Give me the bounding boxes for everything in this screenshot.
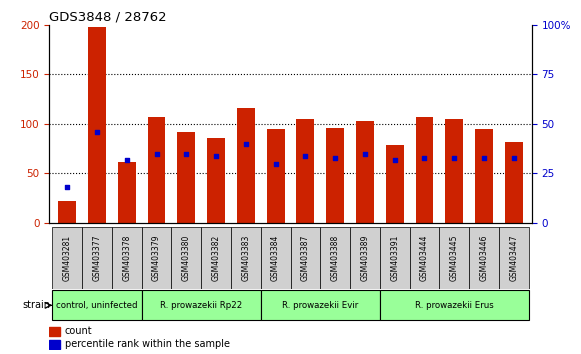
FancyBboxPatch shape: [201, 227, 231, 289]
Bar: [207, 138, 225, 223]
Text: GSM403444: GSM403444: [420, 234, 429, 281]
Bar: [267, 129, 285, 223]
Bar: [445, 119, 463, 223]
FancyBboxPatch shape: [320, 227, 350, 289]
Bar: [58, 201, 76, 223]
Point: [301, 153, 310, 159]
Bar: [49, 340, 60, 349]
Text: GSM403445: GSM403445: [450, 234, 459, 281]
Text: R. prowazekii Erus: R. prowazekii Erus: [415, 301, 494, 310]
FancyBboxPatch shape: [290, 227, 320, 289]
Bar: [88, 27, 106, 223]
Point: [182, 151, 191, 156]
FancyBboxPatch shape: [112, 227, 142, 289]
Bar: [415, 117, 433, 223]
Text: GSM403389: GSM403389: [360, 234, 370, 281]
FancyBboxPatch shape: [261, 290, 380, 320]
Bar: [237, 108, 255, 223]
Text: GSM403380: GSM403380: [182, 234, 191, 281]
FancyBboxPatch shape: [350, 227, 380, 289]
Point: [450, 155, 459, 160]
Point: [331, 155, 340, 160]
Text: GSM403387: GSM403387: [301, 234, 310, 281]
Point: [122, 157, 131, 162]
Point: [479, 155, 489, 160]
FancyBboxPatch shape: [469, 227, 499, 289]
Text: GDS3848 / 28762: GDS3848 / 28762: [49, 11, 167, 24]
Point: [271, 161, 280, 166]
Text: count: count: [65, 326, 92, 336]
Bar: [326, 128, 344, 223]
Point: [360, 151, 370, 156]
Point: [211, 153, 221, 159]
FancyBboxPatch shape: [410, 227, 439, 289]
Text: GSM403446: GSM403446: [479, 234, 489, 281]
Bar: [296, 119, 314, 223]
Point: [241, 141, 250, 147]
Bar: [505, 142, 523, 223]
Text: GSM403383: GSM403383: [241, 234, 250, 281]
Bar: [49, 326, 60, 336]
FancyBboxPatch shape: [142, 227, 171, 289]
Bar: [148, 117, 166, 223]
FancyBboxPatch shape: [261, 227, 290, 289]
Point: [420, 155, 429, 160]
Bar: [475, 129, 493, 223]
FancyBboxPatch shape: [231, 227, 261, 289]
Bar: [118, 161, 136, 223]
Text: GSM403384: GSM403384: [271, 234, 280, 281]
Text: GSM403388: GSM403388: [331, 234, 340, 281]
Text: strain: strain: [22, 300, 51, 310]
Text: GSM403281: GSM403281: [63, 234, 71, 281]
Point: [152, 151, 161, 156]
Point: [92, 129, 102, 135]
Bar: [356, 121, 374, 223]
FancyBboxPatch shape: [380, 290, 529, 320]
Point: [390, 157, 399, 162]
Text: control, uninfected: control, uninfected: [56, 301, 138, 310]
FancyBboxPatch shape: [439, 227, 469, 289]
FancyBboxPatch shape: [52, 290, 142, 320]
FancyBboxPatch shape: [380, 227, 410, 289]
FancyBboxPatch shape: [142, 290, 261, 320]
FancyBboxPatch shape: [499, 227, 529, 289]
Text: GSM403379: GSM403379: [152, 234, 161, 281]
Text: GSM403391: GSM403391: [390, 234, 399, 281]
Text: GSM403377: GSM403377: [92, 234, 102, 281]
Text: GSM403378: GSM403378: [122, 234, 131, 281]
Bar: [177, 132, 195, 223]
FancyBboxPatch shape: [82, 227, 112, 289]
FancyBboxPatch shape: [171, 227, 201, 289]
FancyBboxPatch shape: [52, 227, 82, 289]
Text: percentile rank within the sample: percentile rank within the sample: [65, 339, 230, 349]
Text: GSM403447: GSM403447: [510, 234, 518, 281]
Point: [509, 155, 518, 160]
Bar: [386, 145, 404, 223]
Text: GSM403382: GSM403382: [211, 234, 221, 281]
Text: R. prowazekii Evir: R. prowazekii Evir: [282, 301, 358, 310]
Point: [63, 184, 72, 190]
Text: R. prowazekii Rp22: R. prowazekii Rp22: [160, 301, 242, 310]
